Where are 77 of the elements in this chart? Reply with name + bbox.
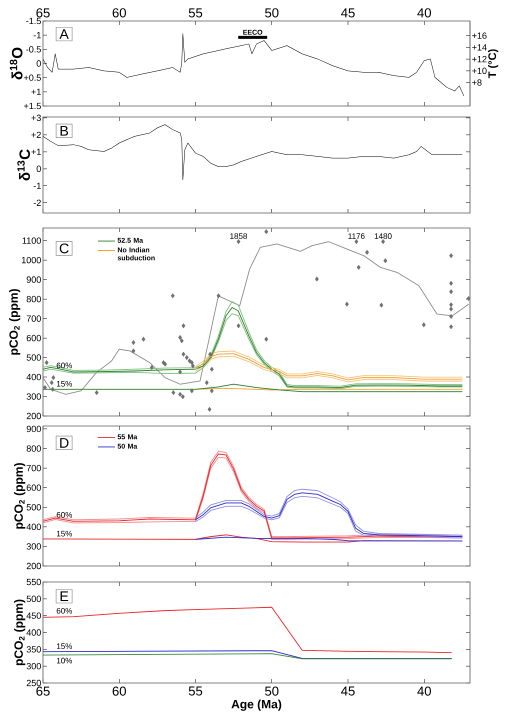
y-tick-label: +3	[31, 114, 41, 122]
y-tick-label: 350	[26, 646, 41, 653]
x-tick-label: 60	[112, 8, 126, 18]
y-tick-label: 0	[36, 166, 41, 172]
annotation: 1858	[230, 233, 248, 239]
y-tick-label: 400	[26, 629, 41, 636]
y-tick-label: 500	[26, 596, 41, 602]
y-tick-label: 450	[26, 612, 41, 619]
y-tick-label: -1	[34, 182, 41, 189]
y2-tick-label: +16	[472, 32, 487, 39]
y-tick-label: -1	[34, 32, 41, 38]
y-tick-label: 900	[26, 276, 41, 283]
annotation: 60%	[56, 512, 72, 518]
x-tick-label: 60	[112, 686, 126, 696]
x-axis-title: Age (Ma)	[231, 700, 282, 711]
annotation: 15%	[56, 380, 72, 387]
y-tick-label: +0.5	[24, 74, 41, 81]
y-tick-label: 500	[26, 354, 41, 361]
y-axis-title: pCO$_{2}$ (ppm)	[14, 463, 26, 529]
y-tick-label: 600	[26, 334, 41, 342]
x-tick-label: 45	[341, 686, 355, 696]
x-tick-label: 50	[265, 8, 278, 18]
x-tick-label: 40	[417, 8, 431, 18]
y-tick-label: 300	[26, 662, 41, 670]
y-tick-label: 400	[26, 374, 41, 380]
x-tick-label: 65	[36, 8, 50, 18]
y-tick-label: -1.5	[26, 18, 41, 24]
x-tick-label: 55	[188, 686, 202, 696]
y-tick-label: 800	[26, 296, 41, 302]
annotation: E	[60, 591, 68, 602]
y-axis-title: δ$^{13}$C	[17, 149, 30, 180]
y2-tick-label: +14	[472, 44, 487, 50]
y-tick-label: 550	[26, 578, 41, 586]
y2-tick-label: +12	[472, 56, 487, 62]
annotation: 15%	[56, 530, 72, 536]
y-tick-label: 300	[26, 393, 41, 400]
y-tick-label: 800	[26, 445, 41, 452]
y2-tick-label: +10	[472, 68, 487, 74]
y-tick-label: -2	[34, 200, 41, 206]
y-axis-title: pCO$_{2}$ (ppm)	[14, 600, 26, 666]
y-tick-label: 0	[36, 60, 41, 67]
annotation: 15%	[56, 643, 72, 649]
y-tick-label: 300	[26, 543, 41, 550]
y-tick-label: 1000	[22, 256, 41, 264]
annotation: A	[59, 29, 69, 39]
y-tick-label: 700	[26, 464, 41, 472]
annotation: 1480	[374, 233, 392, 239]
annotation: 60%	[56, 362, 72, 368]
y-tick-label: 200	[26, 412, 41, 420]
y-tick-label: +2	[31, 132, 41, 138]
annotation: D	[60, 438, 68, 448]
x-tick-label: 55	[188, 8, 202, 18]
x-tick-label: 40	[417, 686, 431, 696]
annotation: C	[60, 243, 69, 254]
annotation: B	[60, 126, 68, 136]
y-tick-label: 1100	[22, 237, 41, 244]
y-axis-title: δ$^{18}$O	[10, 48, 22, 80]
x-tick-label: 50	[265, 686, 278, 696]
y-axis-title: pCO$_{2}$ (ppm)	[9, 289, 20, 355]
x-tick-label: 65	[36, 686, 50, 696]
annotation: 60%	[56, 608, 72, 614]
y2-axis-title: T (°C)	[488, 49, 498, 78]
y-tick-label: -0.5	[26, 46, 41, 53]
y-tick-label: 700	[26, 315, 41, 322]
annotation: 1176	[348, 233, 365, 239]
y-tick-label: 600	[26, 484, 41, 491]
y-tick-label: +1	[31, 88, 41, 95]
y-tick-label: 250	[26, 680, 41, 686]
annotation: 10%	[56, 658, 72, 664]
x-tick-label: 45	[341, 8, 355, 18]
y-tick-label: +1.5	[24, 102, 41, 110]
y-tick-label: 200	[26, 562, 41, 570]
y-tick-label: 500	[26, 504, 41, 510]
y-tick-label: 400	[26, 524, 41, 530]
y-tick-label: +1	[31, 148, 41, 155]
y-tick-label: 900	[26, 426, 41, 432]
y2-tick-label: +8	[472, 79, 482, 86]
